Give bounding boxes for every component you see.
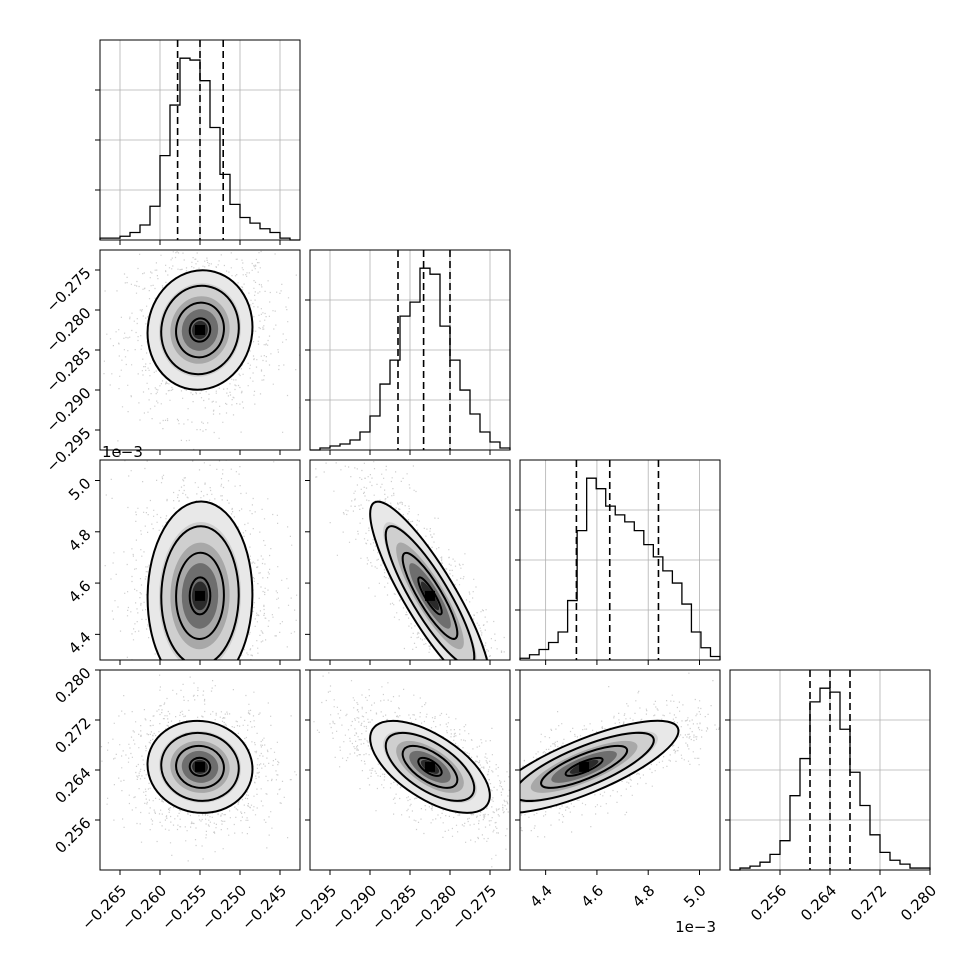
x-offset-label: 1e−3 <box>675 918 716 936</box>
mode-marker <box>579 761 590 772</box>
scatter-panel-2-1 <box>309 459 511 661</box>
contour-3 <box>188 317 212 343</box>
contour-2 <box>175 551 225 640</box>
hist-step-2 <box>519 477 721 660</box>
contour-0 <box>146 269 254 391</box>
x-tick-label: 4.8 <box>629 882 659 912</box>
scatter-panel-3-0 <box>99 669 301 871</box>
x-tick-label: 0.264 <box>797 882 840 925</box>
diag-panel-2 <box>515 459 721 661</box>
scatter-panel-2-0 <box>99 459 301 661</box>
x-tick-label: 0.272 <box>847 882 890 925</box>
contour-0 <box>369 719 491 814</box>
contour-1 <box>160 731 240 802</box>
x-tick-label: 4.6 <box>578 882 608 912</box>
y-tick-label: −0.275 <box>43 264 95 316</box>
contour-2 <box>540 744 629 789</box>
contour-2 <box>401 551 459 640</box>
contour-1 <box>384 731 476 802</box>
y-tick-label: 0.264 <box>51 764 94 807</box>
contour-2 <box>401 744 459 789</box>
contour-2 <box>175 301 225 359</box>
x-tick-label: 0.280 <box>897 882 940 925</box>
x-tick-label: 0.256 <box>747 882 790 925</box>
hist-step-3 <box>730 687 931 871</box>
mode-marker <box>195 761 205 772</box>
scatter-panel-1-0 <box>99 249 301 451</box>
mode-marker <box>195 590 205 601</box>
contour-3 <box>188 756 212 777</box>
diag-panel-0 <box>95 39 301 241</box>
y-tick-label: 5.0 <box>65 474 95 504</box>
contour-0 <box>520 719 680 814</box>
hist-step-1 <box>310 267 511 451</box>
diag-panel-3 <box>725 669 931 871</box>
y-offset-label: 1e−3 <box>102 443 143 461</box>
y-tick-label: 0.256 <box>51 814 94 857</box>
x-tick-label: 4.4 <box>526 882 556 912</box>
contour-3 <box>417 756 443 777</box>
y-tick-label: 0.280 <box>51 664 94 707</box>
axes-frame <box>519 459 721 661</box>
contour-0 <box>146 500 254 660</box>
contour-2 <box>175 744 225 789</box>
hist-step-0 <box>99 57 300 241</box>
contour-1 <box>160 284 240 376</box>
y-tick-label: 4.4 <box>65 628 95 658</box>
y-tick-label: 4.8 <box>65 526 95 556</box>
mode-marker <box>195 325 205 335</box>
x-tick-label: 5.0 <box>680 882 710 912</box>
contour-3 <box>188 576 212 616</box>
x-tick-label: −0.275 <box>448 882 500 934</box>
contour-1 <box>520 731 655 802</box>
scatter-points <box>100 674 300 862</box>
mode-marker <box>425 761 435 772</box>
y-tick-label: 0.272 <box>51 714 94 757</box>
scatter-points <box>104 460 300 660</box>
contour-0 <box>146 719 254 814</box>
diag-panel-1 <box>305 249 511 451</box>
y-tick-label: 4.6 <box>65 577 95 607</box>
mode-marker <box>425 590 435 601</box>
contour-0 <box>369 500 491 660</box>
contour-1 <box>384 525 476 660</box>
x-tick-label: −0.245 <box>238 882 290 934</box>
contour-1 <box>160 525 240 660</box>
scatter-panel-3-1 <box>309 669 511 871</box>
